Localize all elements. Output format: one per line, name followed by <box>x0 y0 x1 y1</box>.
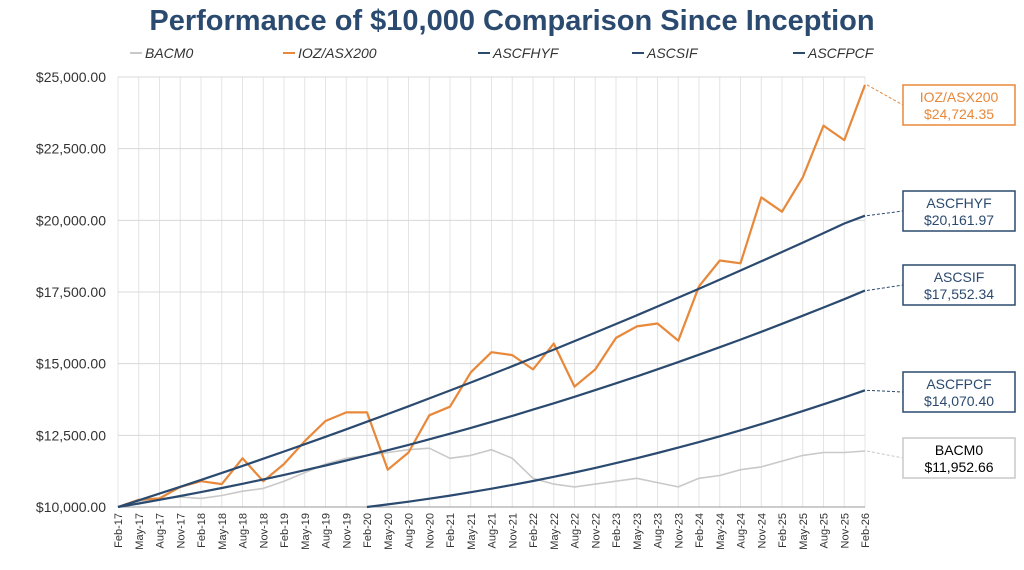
x-tick-label: Nov-17 <box>175 513 187 548</box>
x-tick-label: Feb-20 <box>362 513 374 548</box>
series-line <box>117 289 866 509</box>
callout-box <box>902 264 1016 306</box>
x-tick-label: Feb-23 <box>611 513 623 548</box>
x-tick-label: Feb-26 <box>860 513 872 548</box>
callout-name: ASCFPCF <box>926 376 991 392</box>
x-tick-label: Feb-24 <box>694 513 706 548</box>
x-tick-label: Aug-23 <box>653 513 665 548</box>
callout-value: $20,161.97 <box>924 212 994 228</box>
series-line <box>117 84 867 509</box>
callout-value: $14,070.40 <box>924 393 994 409</box>
x-tick-label: Feb-19 <box>279 513 291 548</box>
leader-line <box>866 450 904 459</box>
chart-title: Performance of $10,000 Comparison Since … <box>149 5 874 37</box>
leader-line <box>866 210 904 217</box>
x-tick-label: Aug-17 <box>155 513 167 548</box>
x-tick-label: Feb-21 <box>445 513 457 548</box>
x-tick-label: Aug-20 <box>404 513 416 548</box>
x-tick-label: Nov-25 <box>839 513 851 548</box>
callout-name: BACM0 <box>935 442 983 458</box>
x-tick-label: Nov-20 <box>424 513 436 548</box>
y-tick-label: $15,000.00 <box>36 356 106 372</box>
callout-name: ASCFHYF <box>926 195 991 211</box>
series-line <box>366 389 866 509</box>
y-tick-label: $12,500.00 <box>36 427 106 443</box>
x-tick-label: Nov-21 <box>507 513 519 548</box>
x-tick-label: May-21 <box>466 513 478 550</box>
x-tick-label: May-24 <box>715 513 727 550</box>
x-tick-label: Aug-24 <box>736 513 748 548</box>
x-tick-label: May-20 <box>383 513 395 550</box>
x-tick-label: Nov-18 <box>258 513 270 548</box>
x-tick-label: Feb-22 <box>528 513 540 548</box>
legend-label: ASCSIF <box>646 45 699 61</box>
callout-name: ASCSIF <box>934 269 985 285</box>
x-tick-label: Nov-19 <box>341 513 353 548</box>
x-tick-label: Feb-25 <box>777 513 789 548</box>
x-tick-label: Nov-24 <box>756 513 768 548</box>
y-tick-label: $25,000.00 <box>36 69 106 85</box>
callout-box <box>902 437 1016 479</box>
x-tick-label: May-25 <box>798 513 810 550</box>
leader-line <box>866 84 904 106</box>
legend-label: ASCFHYF <box>492 45 560 61</box>
legend-label: IOZ/ASX200 <box>298 45 377 61</box>
callout-value: $24,724.35 <box>924 106 994 122</box>
x-tick-label: May-23 <box>632 513 644 550</box>
callout-box <box>902 190 1016 232</box>
x-tick-label: May-17 <box>134 513 146 550</box>
x-tick-label: Aug-18 <box>238 513 250 548</box>
legend-label: ASCFPCF <box>807 45 875 61</box>
x-tick-label: Aug-19 <box>321 513 333 548</box>
x-tick-label: Feb-17 <box>113 513 125 548</box>
y-tick-label: $22,500.00 <box>36 141 106 157</box>
y-tick-label: $10,000.00 <box>36 499 106 515</box>
x-tick-label: Aug-22 <box>570 513 582 548</box>
callout-value: $11,952.66 <box>924 459 993 475</box>
x-tick-label: Nov-23 <box>673 513 685 548</box>
x-tick-label: Feb-18 <box>196 513 208 548</box>
y-tick-label: $17,500.00 <box>36 284 106 300</box>
series-line <box>117 447 866 508</box>
leader-line <box>866 389 904 393</box>
legend-label: BACM0 <box>145 45 193 61</box>
x-tick-label: Aug-21 <box>487 513 499 548</box>
callout-value: $17,552.34 <box>924 286 994 302</box>
x-tick-label: Nov-22 <box>590 513 602 548</box>
callout-name: IOZ/ASX200 <box>920 89 999 105</box>
x-tick-label: May-22 <box>549 513 561 550</box>
x-tick-label: May-18 <box>217 513 229 550</box>
callout-box <box>902 84 1016 126</box>
series-line <box>117 214 866 509</box>
leader-line <box>866 284 904 291</box>
x-tick-label: May-19 <box>300 513 312 550</box>
y-tick-label: $20,000.00 <box>36 212 106 228</box>
x-tick-label: Aug-25 <box>819 513 831 548</box>
callout-box <box>902 371 1016 413</box>
